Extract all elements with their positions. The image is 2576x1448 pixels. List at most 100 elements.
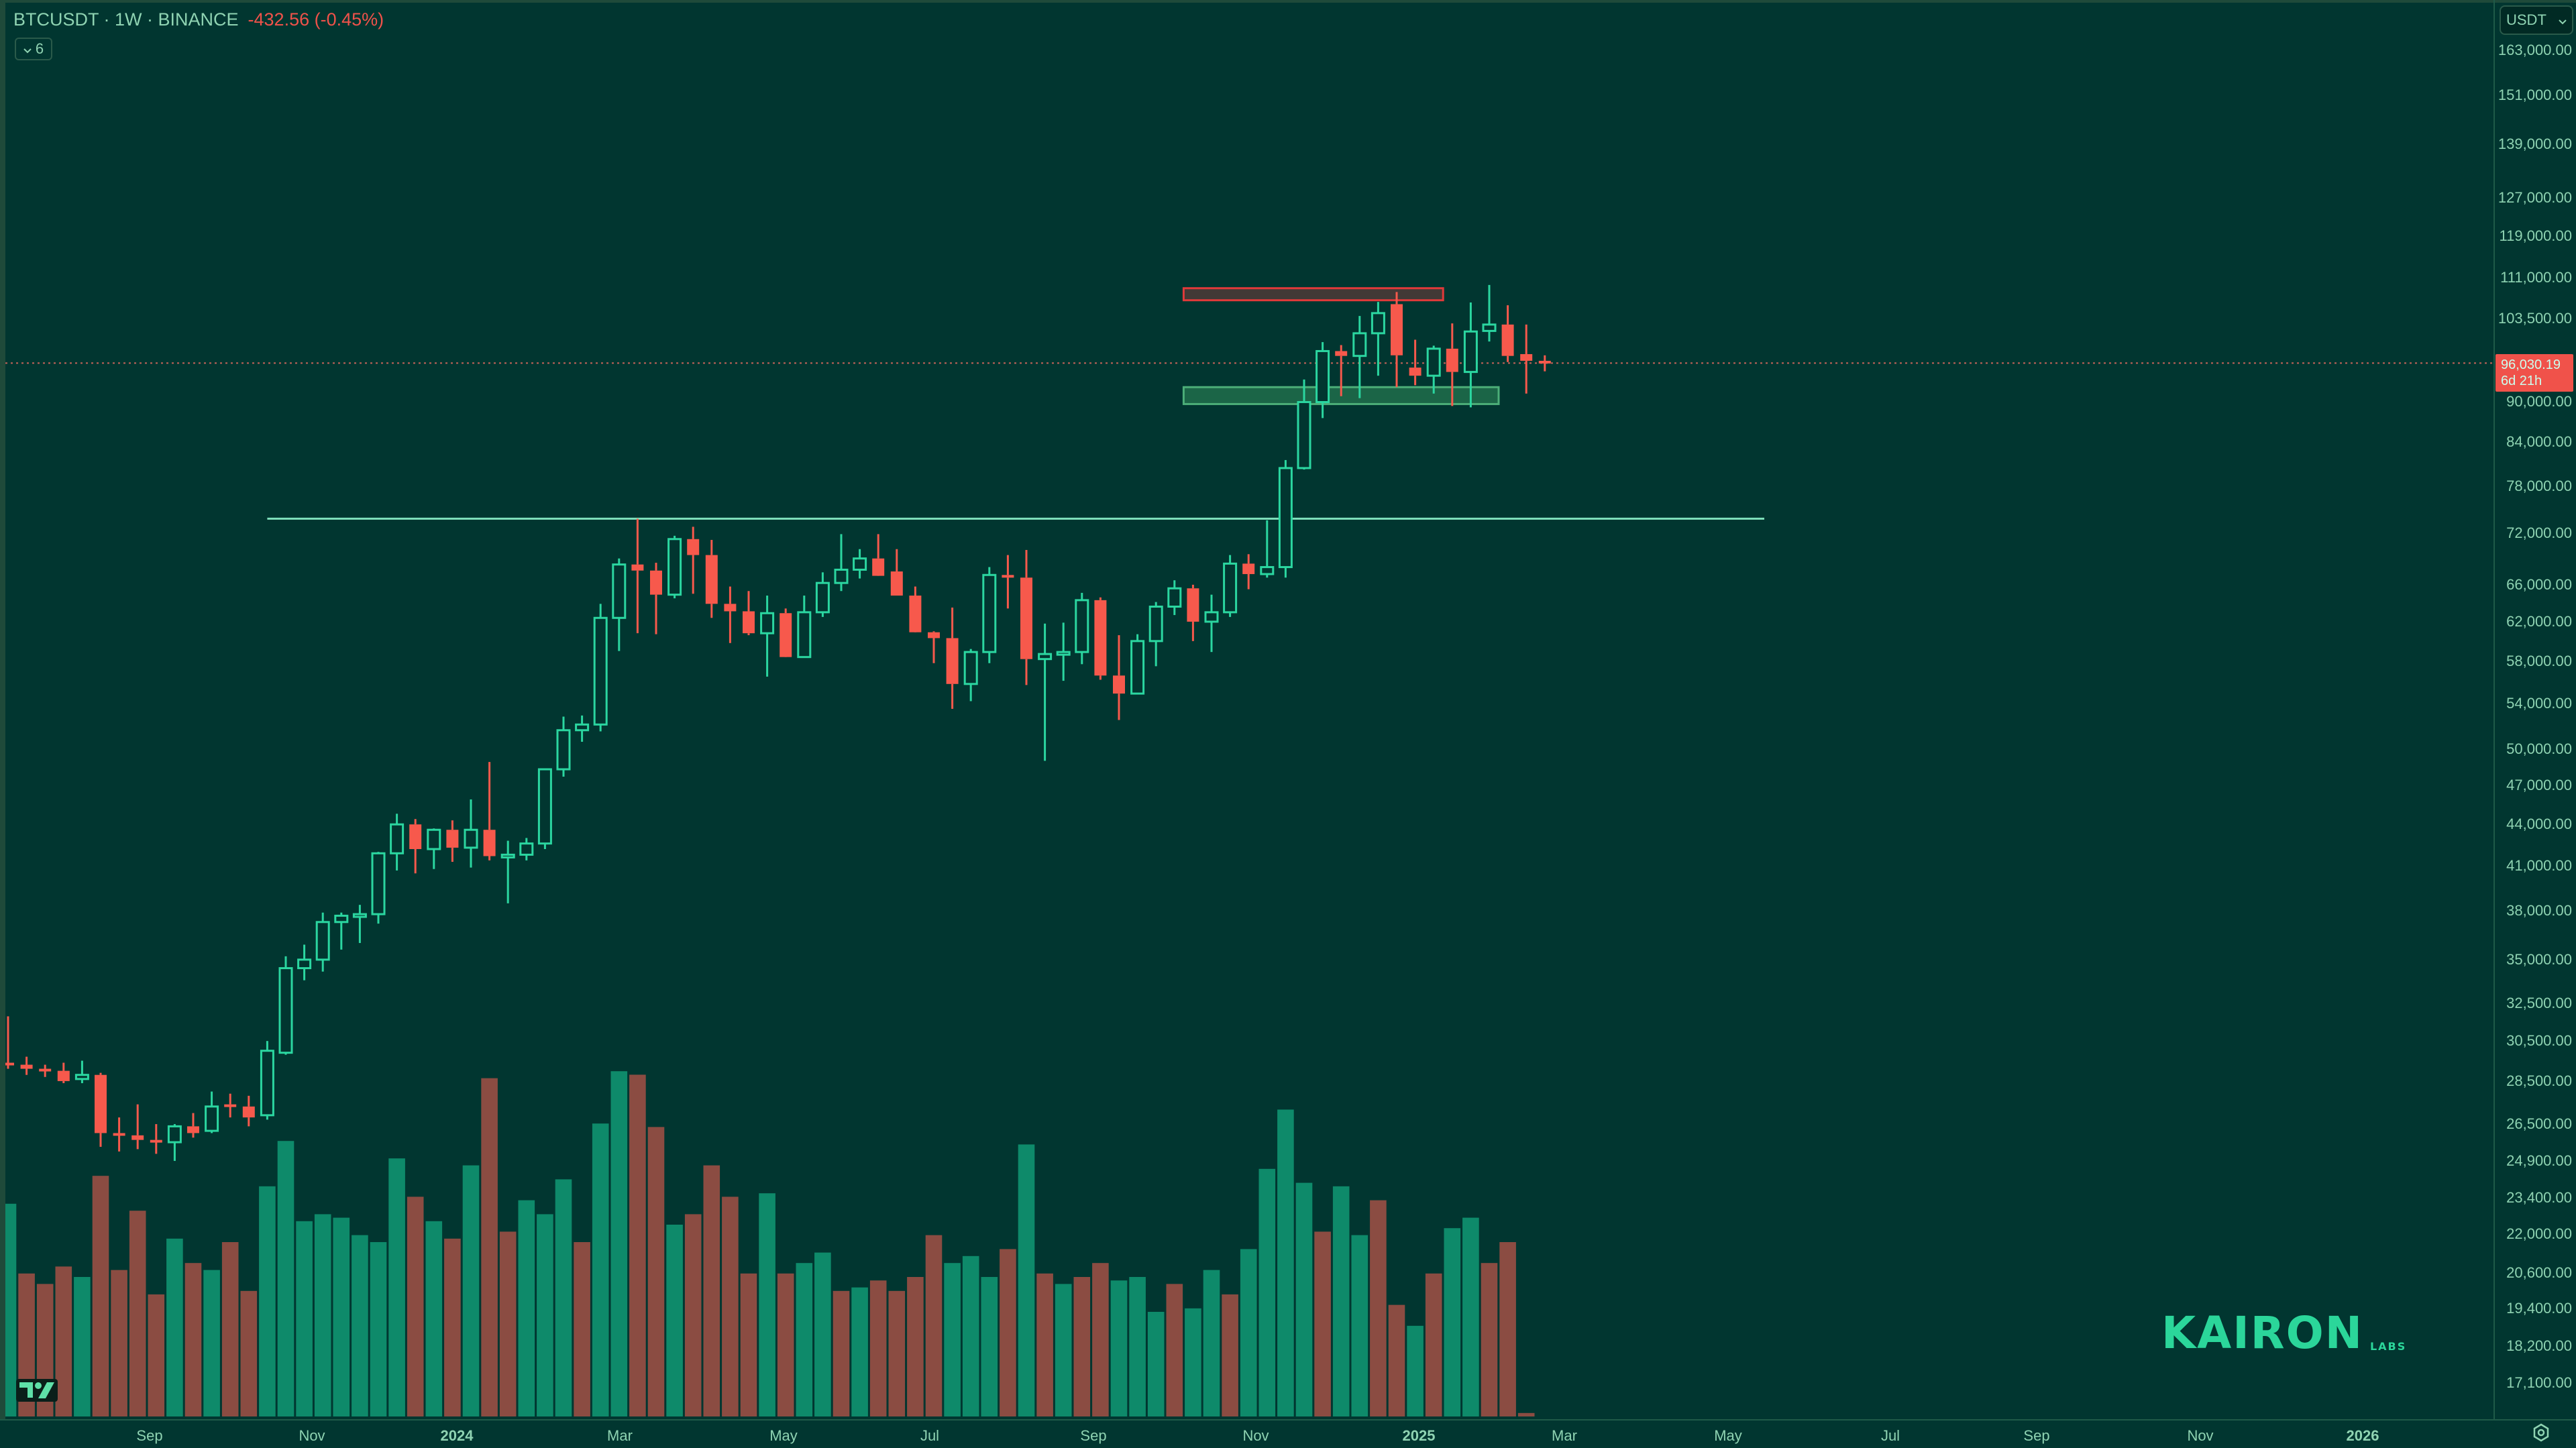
price-axis-label: 66,000.00 [2506, 575, 2572, 593]
candle-body-down [743, 611, 755, 634]
volume-bar [1444, 1228, 1461, 1416]
volume-bar [1203, 1270, 1220, 1416]
candle-body-up [1167, 587, 1182, 608]
volume-bar [1277, 1109, 1294, 1416]
volume-bar [981, 1277, 998, 1416]
candle-body-down [1242, 563, 1255, 574]
gear-icon [2531, 1423, 2551, 1446]
volume-bar [555, 1179, 572, 1416]
candle-body-up [167, 1125, 182, 1144]
volume-bar [314, 1214, 331, 1416]
volume-bar [1073, 1277, 1091, 1416]
volume-bar [333, 1217, 350, 1416]
volume-bar [684, 1214, 702, 1416]
candle-body-down [95, 1074, 107, 1133]
top-border [0, 0, 2576, 3]
chart-settings-button[interactable] [2528, 1422, 2555, 1446]
symbol-legend[interactable]: BTCUSDT · 1W · BINANCE -432.56 (-0.45%) [13, 9, 384, 30]
volume-bar [574, 1242, 590, 1416]
candle-body-down [650, 570, 662, 595]
volume-bar [1332, 1186, 1350, 1416]
brand-sub: LABS [2369, 1340, 2407, 1353]
time-axis[interactable]: Sep Nov 2024 Mar May Jul Sep Nov 2025 Mar May Jul Se… [0, 1419, 2576, 1448]
price-axis-label: 50,000.00 [2506, 740, 2572, 757]
candle-body-down [724, 604, 737, 612]
candle-body-up [205, 1105, 219, 1132]
volume-bar [907, 1277, 924, 1416]
volume-bar [481, 1078, 498, 1416]
candle-body-up [334, 914, 349, 924]
candle-body-down [187, 1126, 199, 1133]
volume-bar [111, 1270, 127, 1416]
price-axis-label: 23,400.00 [2506, 1188, 2572, 1206]
volume-bar [851, 1287, 868, 1416]
candle-body-down [20, 1064, 33, 1069]
candle-body-down [1446, 348, 1458, 372]
price-chart-canvas[interactable] [0, 0, 2493, 1419]
tradingview-logo[interactable] [16, 1379, 58, 1402]
volume-bar [1351, 1235, 1368, 1416]
price-axis-label: 22,000.00 [2506, 1225, 2572, 1243]
candle-body-down [224, 1104, 237, 1107]
candle-body-down [1409, 368, 1421, 376]
price-axis-label: 119,000.00 [2499, 227, 2572, 245]
candle-body-down [780, 613, 792, 657]
volume-bar [703, 1165, 720, 1416]
candle-body-up [1316, 349, 1330, 403]
indicators-toggle-button[interactable]: 6 [15, 38, 52, 60]
volume-bar [796, 1263, 813, 1416]
candle-body-up [260, 1050, 274, 1117]
left-border [0, 0, 5, 1419]
volume-bar [629, 1074, 646, 1416]
chart-pane[interactable] [0, 0, 2493, 1419]
price-axis-label: 151,000.00 [2498, 87, 2572, 104]
chevron-down-icon [23, 40, 32, 58]
volume-bar [592, 1123, 609, 1416]
volume-bar [1481, 1263, 1498, 1416]
volume-bar [1388, 1304, 1405, 1416]
volume-bar [296, 1221, 313, 1416]
time-axis-label: Sep [1080, 1427, 1107, 1444]
candle-body-up [575, 723, 590, 732]
symbol-title[interactable]: BTCUSDT · 1W · BINANCE [13, 9, 239, 30]
price-axis-label: 163,000.00 [2498, 42, 2572, 59]
time-axis-label: Sep [2023, 1427, 2050, 1444]
candle-body-up [982, 573, 997, 653]
volume-bar [425, 1221, 443, 1416]
time-axis-label: Sep [136, 1427, 163, 1444]
currency-select[interactable]: USDT [2500, 5, 2573, 35]
price-axis-label: 19,400.00 [2506, 1299, 2572, 1317]
price-axis-label: 26,500.00 [2506, 1115, 2572, 1133]
volume-bar [1258, 1168, 1276, 1416]
candle-body-down [872, 558, 885, 576]
volume-bar [277, 1141, 294, 1416]
volume-bar [1110, 1280, 1128, 1416]
volume-bar [759, 1193, 775, 1416]
time-axis-label: Nov [2187, 1427, 2214, 1444]
candle-body-up [278, 967, 293, 1054]
candle-body-up [315, 921, 330, 961]
volume-bar [722, 1196, 739, 1416]
volume-bar [74, 1277, 91, 1416]
price-axis-label: 72,000.00 [2506, 524, 2572, 542]
volume-bar [129, 1211, 146, 1416]
price-change: -432.56 (-0.45%) [248, 9, 384, 30]
volume-bar [444, 1238, 461, 1416]
kairon-labs-watermark: KAIRON LABS [2161, 1311, 2406, 1355]
price-axis[interactable]: 163,000.00 151,000.00 139,000.00 127,000.00… [2493, 0, 2576, 1419]
candle-body-down [1501, 324, 1514, 356]
volume-bar [1055, 1284, 1072, 1416]
candle-body-down [631, 564, 644, 571]
volume-bar [166, 1238, 183, 1416]
volume-bar [925, 1235, 943, 1416]
candle-body-down [131, 1135, 144, 1140]
time-axis-label: Mar [607, 1427, 633, 1444]
bar-countdown: 6d 21h [2501, 374, 2542, 388]
candle-body-down [39, 1068, 52, 1072]
candle-body-down [1002, 575, 1014, 578]
candle-body-up [537, 768, 552, 845]
time-axis-label: 2025 [1402, 1427, 1436, 1444]
candle-body-up [1223, 562, 1238, 614]
price-axis-label: 20,600.00 [2506, 1264, 2572, 1281]
volume-bar [240, 1290, 258, 1416]
